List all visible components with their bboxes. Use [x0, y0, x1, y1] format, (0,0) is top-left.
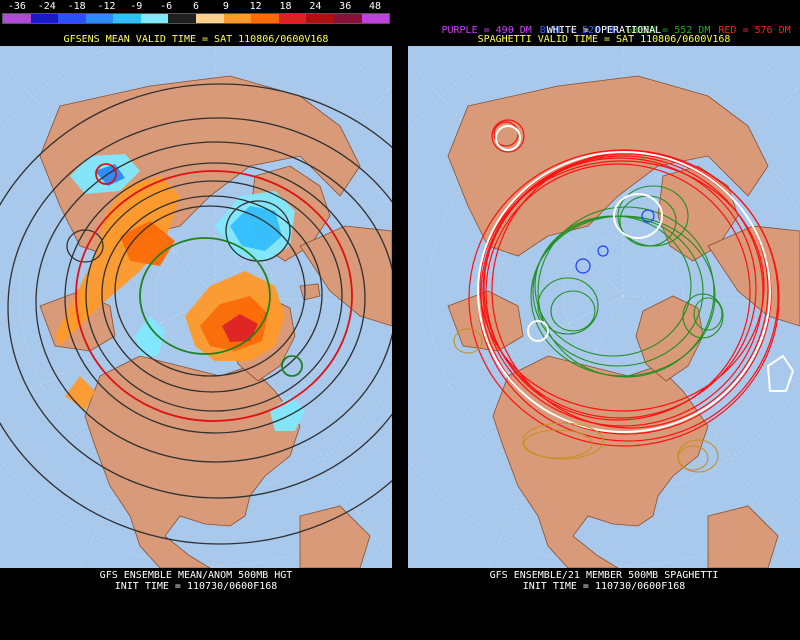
tan-spaghetti	[453, 328, 719, 473]
scale-label: 48	[369, 1, 382, 12]
ensemble-mean-map	[0, 46, 392, 568]
south-america	[299, 505, 371, 568]
scale-swatch	[251, 14, 279, 23]
scale-swatch	[361, 14, 390, 23]
asia	[447, 75, 769, 257]
green-552-contour	[139, 237, 303, 377]
scale-swatch	[223, 14, 252, 23]
scale-swatch	[58, 14, 86, 23]
operational-note: WHITE = OPERATIONAL	[546, 25, 662, 36]
left-footer-line2: INIT TIME = 110730/0600F168	[114, 581, 278, 592]
left-footer-line1: GFS ENSEMBLE MEAN/ANOM 500MB HGT	[99, 570, 293, 581]
scale-swatch	[85, 14, 114, 23]
contour-legend: PURPLE = 490 DM BLUE = 528 DM GREEN = 552 …	[408, 14, 800, 47]
scale-label: 18	[279, 1, 292, 12]
right-footer-line1: GFS ENSEMBLE/21 MEMBER 500MB SPAGHETTI	[489, 570, 719, 581]
scale-label: 36	[339, 1, 352, 12]
spaghetti-panel: PURPLE = 490 DM BLUE = 528 DM GREEN = 552 …	[408, 0, 800, 640]
spaghetti-map	[408, 46, 800, 568]
scale-swatch	[306, 14, 334, 23]
scale-swatch	[30, 14, 59, 23]
scale-label: 6	[192, 1, 199, 12]
scale-label: 9	[222, 1, 229, 12]
blue-528-spaghetti	[575, 209, 655, 274]
scale-label: 12	[249, 1, 262, 12]
red-576-spaghetti	[468, 119, 780, 447]
left-title: GFSENS MEAN VALID TIME = SAT 110806/0600…	[63, 34, 329, 45]
scale-label: -6	[160, 1, 173, 12]
green-552-spaghetti	[530, 185, 724, 378]
right-footer-line2: INIT TIME = 110730/0600F168	[522, 581, 686, 592]
height-contours	[0, 83, 392, 545]
scale-swatch	[3, 14, 31, 23]
scale-label: -9	[130, 1, 143, 12]
legend-red: RED = 576 DM	[718, 25, 791, 36]
red-576-contour	[75, 163, 353, 422]
north-africa	[299, 225, 392, 327]
scale-label: -12	[97, 1, 116, 12]
scale-labels: -36 -24 -18 -12 -9 -6 6 9 12 18 24 36 48	[2, 1, 390, 13]
legend-purple: PURPLE = 490 DM	[441, 25, 532, 36]
legend-green: GREEN = 552 DM	[626, 25, 711, 36]
scale-label: -18	[67, 1, 86, 12]
scale-bar	[2, 13, 390, 24]
operational-contours	[477, 125, 795, 433]
scale-label: -24	[37, 1, 56, 12]
south-america	[707, 505, 779, 568]
scale-swatch	[196, 14, 224, 23]
scale-swatch	[140, 14, 169, 23]
scale-label: 24	[309, 1, 322, 12]
scale-swatch	[168, 14, 197, 23]
scale-swatch	[278, 14, 307, 23]
scale-swatch	[113, 14, 141, 23]
anomaly-color-scale: -36 -24 -18 -12 -9 -6 6 9 12 18 24 36 48	[2, 1, 390, 27]
scale-label: -36	[7, 1, 26, 12]
right-title: SPAGHETTI VALID TIME = SAT 110806/0600V1…	[477, 34, 731, 45]
ensemble-mean-panel: -36 -24 -18 -12 -9 -6 6 9 12 18 24 36 48 GFSENS MEAN…	[0, 0, 392, 640]
scale-swatch	[333, 14, 362, 23]
legend-blue: BLUE = 528 DM	[539, 25, 619, 36]
